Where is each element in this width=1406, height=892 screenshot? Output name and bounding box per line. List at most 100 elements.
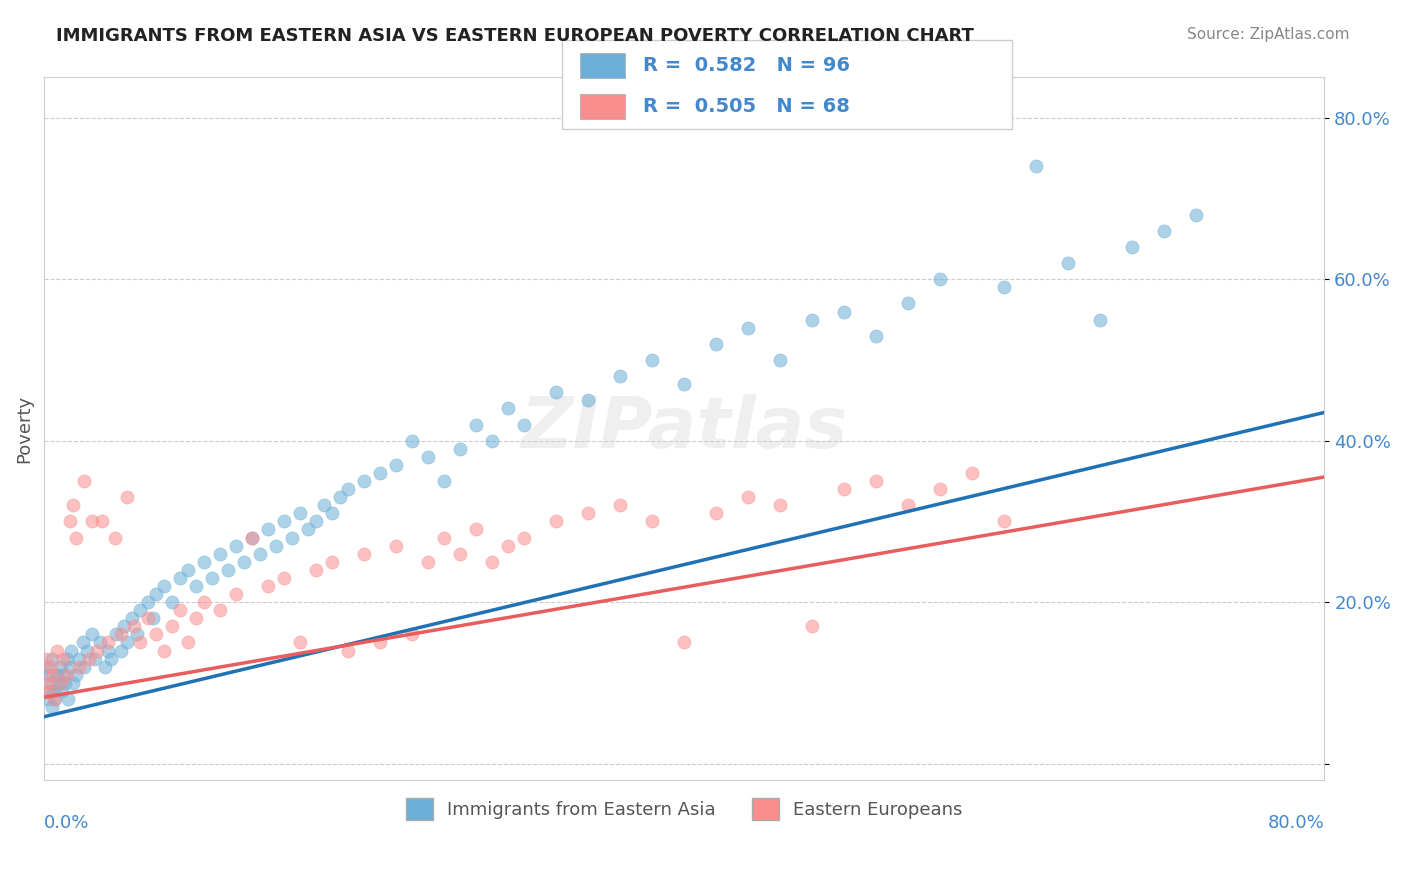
Point	[329, 490, 352, 504]
Point	[49, 659, 72, 673]
Point	[94, 659, 117, 673]
Point	[73, 474, 96, 488]
Point	[86, 643, 108, 657]
Point	[225, 539, 247, 553]
Point	[249, 547, 271, 561]
Point	[37, 675, 59, 690]
Point	[145, 587, 167, 601]
Point	[769, 498, 792, 512]
Point	[62, 675, 84, 690]
Point	[65, 667, 87, 681]
Point	[273, 571, 295, 585]
Point	[832, 304, 855, 318]
Text: R =  0.582   N = 96: R = 0.582 N = 96	[644, 55, 851, 75]
Point	[305, 515, 328, 529]
Point	[44, 692, 66, 706]
Point	[53, 675, 76, 690]
Point	[401, 627, 423, 641]
Point	[546, 385, 568, 400]
Point	[60, 643, 83, 657]
FancyBboxPatch shape	[581, 53, 626, 78]
Point	[209, 547, 232, 561]
Point	[51, 684, 73, 698]
Point	[97, 635, 120, 649]
Point	[264, 539, 287, 553]
Point	[89, 635, 111, 649]
Point	[59, 659, 82, 673]
Point	[72, 635, 94, 649]
Point	[37, 692, 59, 706]
Point	[55, 667, 77, 681]
Point	[110, 643, 132, 657]
Point	[45, 667, 67, 681]
Point	[1025, 159, 1047, 173]
Point	[129, 603, 152, 617]
Point	[1153, 224, 1175, 238]
Point	[353, 547, 375, 561]
Point	[641, 353, 664, 368]
Text: R =  0.505   N = 68: R = 0.505 N = 68	[644, 96, 851, 116]
Point	[576, 393, 599, 408]
Point	[769, 353, 792, 368]
Point	[368, 635, 391, 649]
Point	[609, 498, 631, 512]
Point	[169, 571, 191, 585]
Point	[82, 515, 104, 529]
Point	[865, 328, 887, 343]
Point	[41, 667, 63, 681]
Point	[513, 417, 536, 432]
Point	[465, 523, 488, 537]
Point	[314, 498, 336, 512]
Point	[546, 515, 568, 529]
Point	[41, 700, 63, 714]
Point	[281, 531, 304, 545]
Point	[993, 280, 1015, 294]
Point	[45, 643, 67, 657]
Text: 0.0%: 0.0%	[44, 814, 90, 832]
Point	[481, 555, 503, 569]
Point	[62, 498, 84, 512]
Point	[704, 506, 727, 520]
Point	[801, 619, 824, 633]
Point	[193, 595, 215, 609]
Point	[449, 547, 471, 561]
Text: IMMIGRANTS FROM EASTERN ASIA VS EASTERN EUROPEAN POVERTY CORRELATION CHART: IMMIGRANTS FROM EASTERN ASIA VS EASTERN …	[56, 27, 974, 45]
FancyBboxPatch shape	[581, 94, 626, 119]
Point	[305, 563, 328, 577]
Point	[125, 627, 148, 641]
Point	[209, 603, 232, 617]
Point	[112, 619, 135, 633]
Point	[481, 434, 503, 448]
Point	[737, 490, 759, 504]
Point	[288, 635, 311, 649]
Point	[673, 377, 696, 392]
Y-axis label: Poverty: Poverty	[15, 394, 32, 463]
Point	[704, 336, 727, 351]
Point	[496, 401, 519, 416]
Point	[153, 643, 176, 657]
Point	[496, 539, 519, 553]
Point	[240, 531, 263, 545]
Point	[153, 579, 176, 593]
Point	[993, 515, 1015, 529]
Point	[97, 643, 120, 657]
Point	[897, 296, 920, 310]
Point	[1057, 256, 1080, 270]
Point	[38, 684, 60, 698]
Point	[240, 531, 263, 545]
Point	[385, 539, 408, 553]
Point	[1185, 208, 1208, 222]
Point	[225, 587, 247, 601]
Point	[67, 659, 90, 673]
Point	[90, 515, 112, 529]
Point	[110, 627, 132, 641]
Point	[418, 450, 440, 464]
Point	[77, 651, 100, 665]
Point	[52, 667, 75, 681]
Point	[56, 692, 79, 706]
Point	[39, 675, 62, 690]
Point	[337, 643, 360, 657]
Point	[129, 635, 152, 649]
Point	[201, 571, 224, 585]
Point	[233, 555, 256, 569]
